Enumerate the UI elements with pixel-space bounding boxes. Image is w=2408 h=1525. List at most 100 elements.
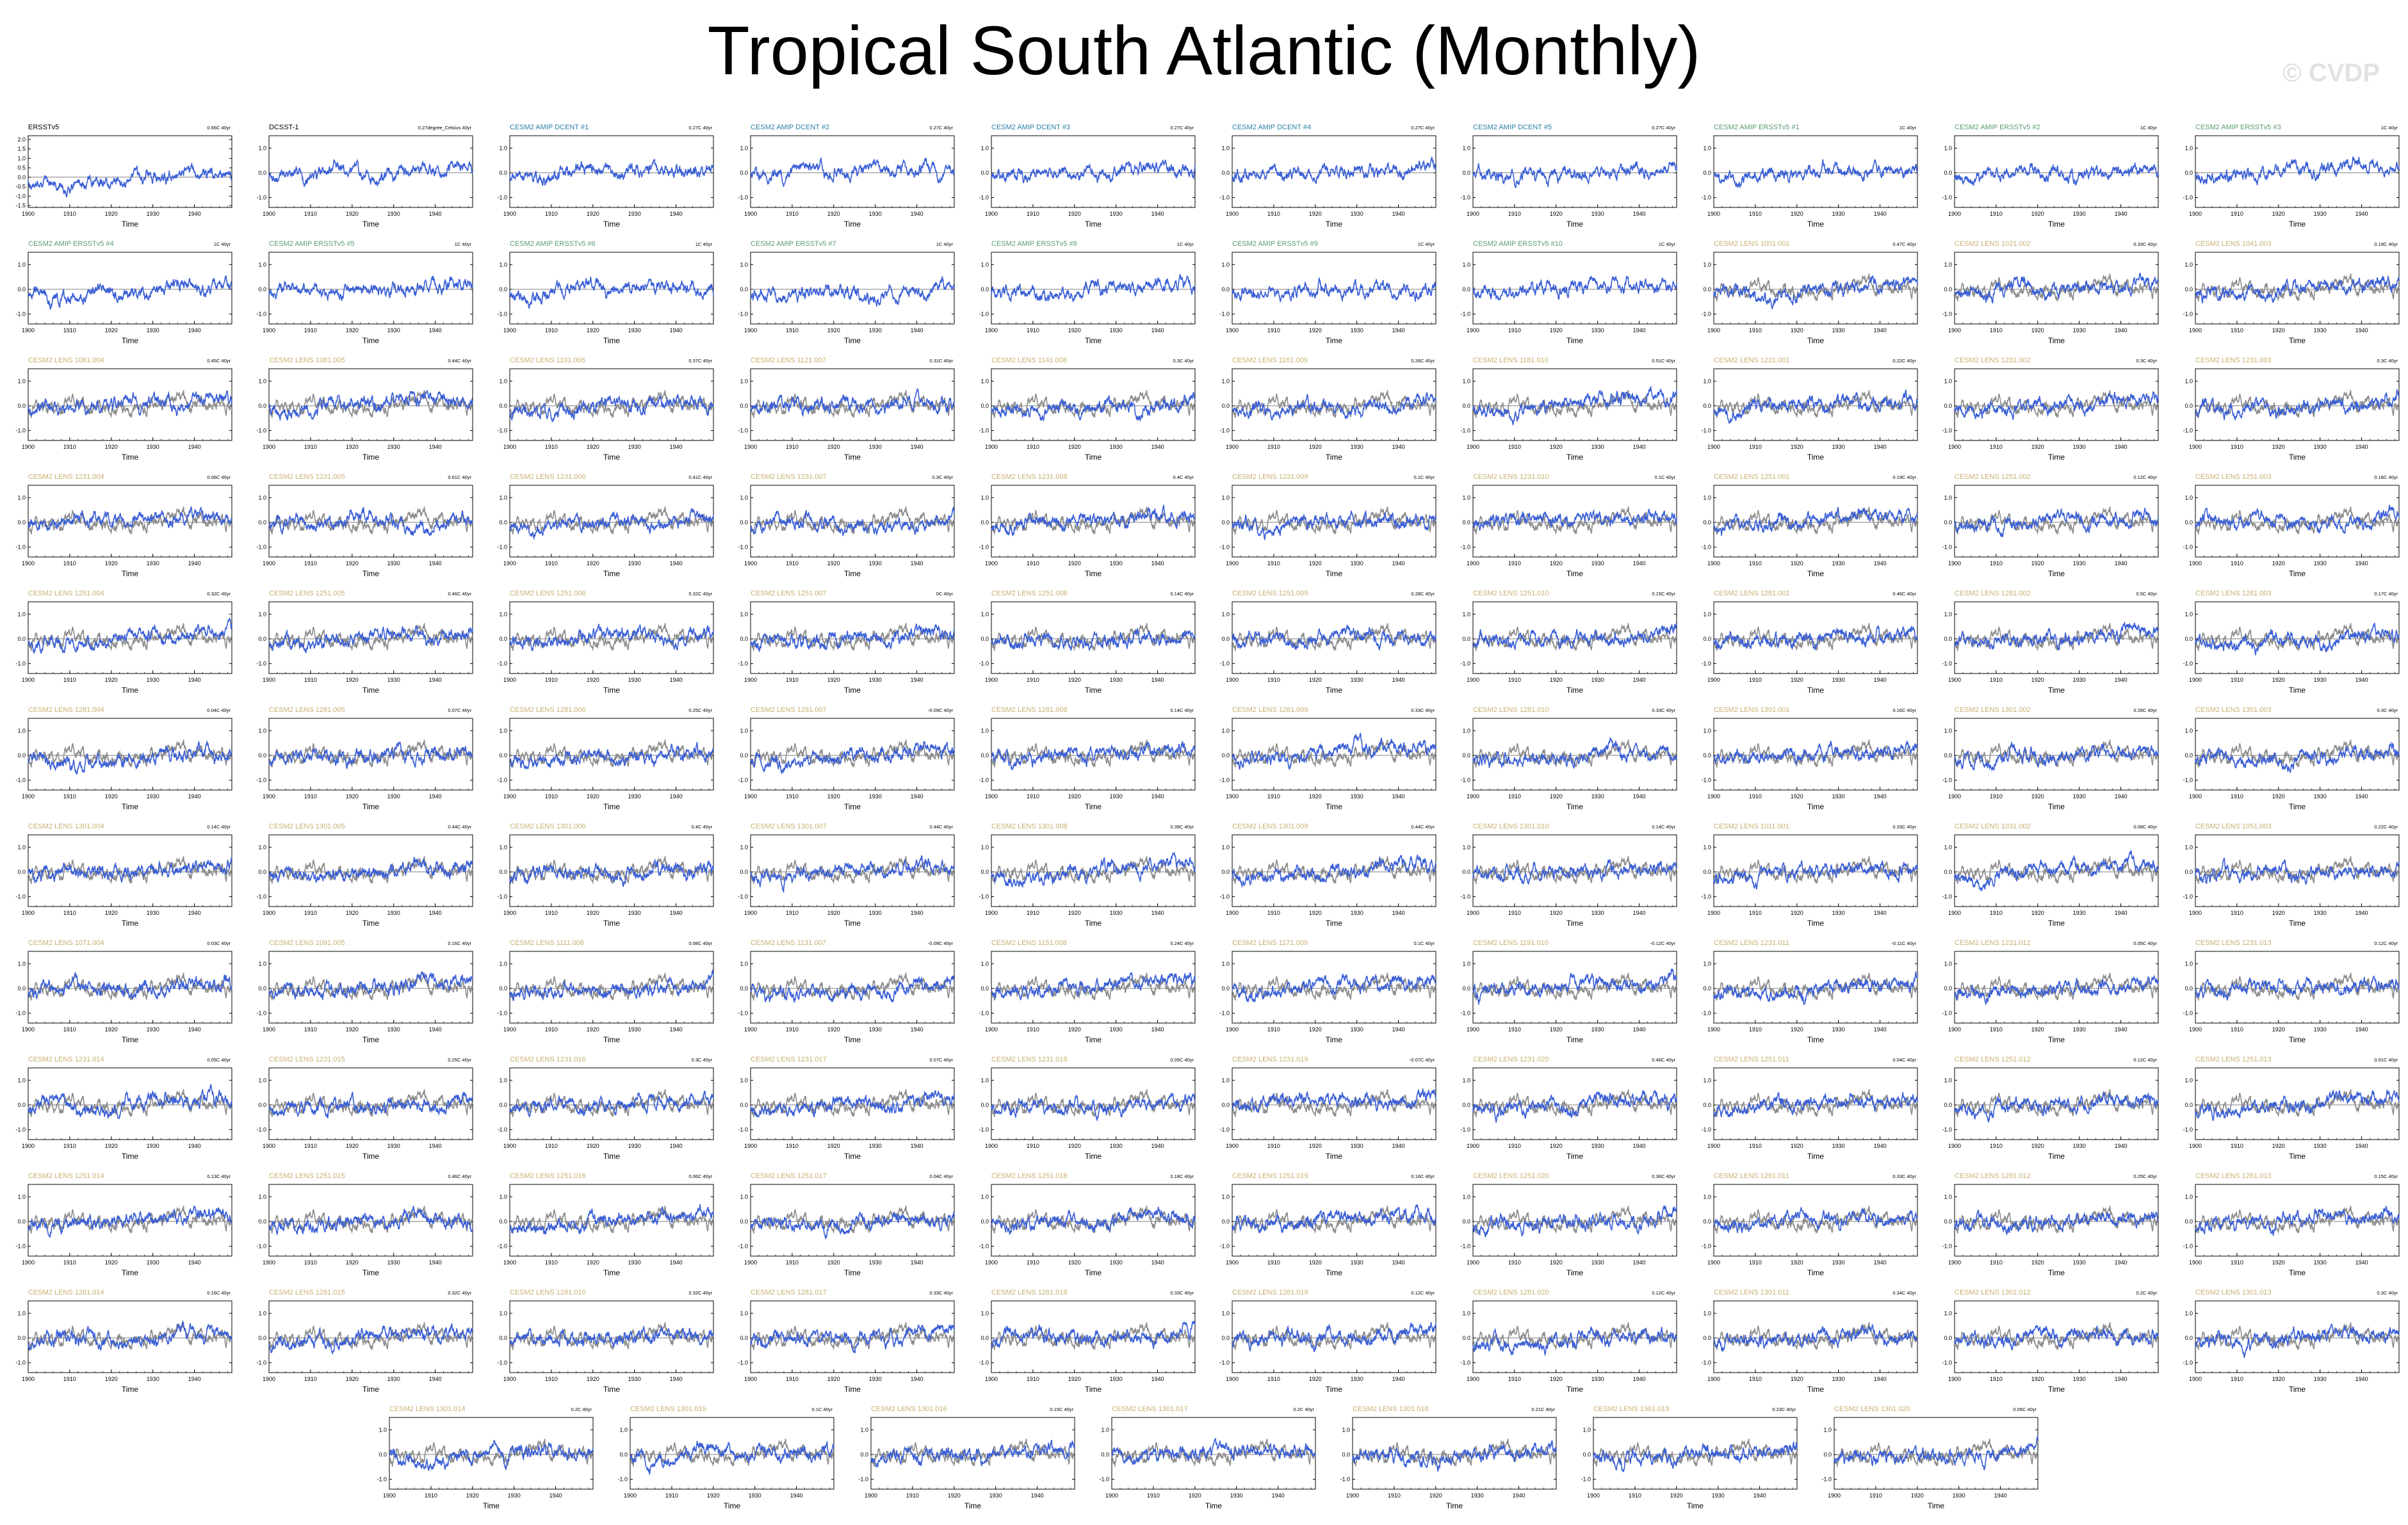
x-tick-label: 1930 [1351, 1143, 1363, 1149]
x-tick-label: 1940 [429, 1259, 442, 1266]
x-tick-label: 1900 [985, 211, 998, 217]
x-tick-label: 1940 [1874, 444, 1887, 450]
panel-title: CESM2 LENS 1231.011 [1714, 939, 1789, 947]
x-tick-label: 1920 [1068, 1026, 1081, 1033]
panel-trend-label: 0.3C 40yr [691, 1057, 712, 1063]
x-tick-label: 1930 [2314, 211, 2327, 217]
panel: CESM2 LENS 1091.005 0.16C 40yr 1.0 0.0 -1.0 1… [256, 939, 473, 1044]
panel-trend-label: 0.3C 40yr [932, 474, 953, 480]
x-tick-label: 1910 [63, 910, 76, 916]
x-tick-label: 1920 [1791, 211, 1803, 217]
panel-frame [28, 252, 232, 325]
x-tick-label: 1920 [1309, 560, 1322, 567]
y-tick-label: -1.0 [256, 311, 266, 318]
x-tick-label: 1910 [1267, 560, 1280, 567]
x-tick-label: 1930 [147, 793, 159, 800]
y-tick-label: 0.0 [2184, 286, 2193, 293]
x-tick-label: 1910 [63, 211, 76, 217]
x-tick-label: 1940 [1633, 560, 1646, 567]
panel-title: CESM2 LENS 1231.016 [510, 1056, 586, 1063]
observed-series-line [1472, 856, 1677, 885]
x-tick-label: 1930 [387, 211, 400, 217]
x-tick-label: 1940 [429, 444, 442, 450]
y-tick-label: 1.0 [980, 1193, 989, 1200]
panel: CESM2 LENS 1281.002 0.5C 40yr 1.0 0.0 -1.0 19… [1942, 590, 2159, 695]
panel-trend-label: 0.27C 40yr [1652, 125, 1675, 131]
series-line [1232, 510, 1436, 540]
y-tick-label: 1.0 [1703, 1077, 1711, 1083]
x-tick-label: 1940 [1874, 327, 1887, 334]
x-tick-label: 1940 [1151, 444, 1164, 450]
x-tick-label: 1910 [1027, 1259, 1039, 1266]
panel: CESM2 AMIP DCENT #4 0.27C 40yr 1.0 0.0 -1.0 1… [1219, 124, 1436, 229]
series-line [268, 971, 473, 1001]
x-tick-label: 1900 [1226, 327, 1239, 334]
y-tick-label: -1.0 [1942, 195, 1952, 201]
x-tick-label: 1930 [387, 793, 400, 800]
x-tick-label: 1940 [429, 1026, 442, 1033]
x-tick-label: 1920 [1791, 1143, 1803, 1149]
panel-trend-label: 0.17C 40yr [2374, 591, 2398, 597]
series-line [28, 972, 232, 1000]
x-tick-label: 1900 [1467, 1026, 1479, 1033]
y-tick-label: 0.0 [980, 1102, 989, 1108]
x-tick-label: 1940 [429, 677, 442, 683]
panel-title: CESM2 AMIP ERSSTv5 #1 [1714, 124, 1800, 131]
y-tick-label: -1.0 [497, 894, 507, 900]
x-tick-label: 1910 [304, 560, 317, 567]
y-tick-label: -1.0 [979, 1243, 989, 1250]
x-axis-label: Time [1566, 802, 1584, 811]
panel-title: CESM2 LENS 1181.010 [1473, 357, 1549, 364]
y-tick-label: 0.0 [1703, 752, 1711, 759]
x-axis-label: Time [844, 569, 861, 578]
x-tick-label: 1910 [304, 1259, 317, 1266]
x-tick-label: 1940 [2355, 444, 2368, 450]
x-tick-label: 1910 [786, 1259, 799, 1266]
y-tick-label: -1.0 [256, 428, 266, 434]
x-tick-label: 1900 [22, 793, 35, 800]
x-tick-label: 1920 [1309, 793, 1322, 800]
panel-title: CESM2 LENS 1231.014 [28, 1056, 104, 1063]
x-tick-label: 1910 [1749, 211, 1762, 217]
x-tick-label: 1900 [263, 327, 275, 334]
y-tick-label: -1.0 [15, 661, 26, 667]
x-axis-label: Time [2048, 802, 2065, 811]
x-tick-label: 1910 [1508, 327, 1521, 334]
panel: CESM2 LENS 1251.017 0.04C 40yr 1.0 0.0 -1.0 1… [738, 1172, 955, 1277]
panel-trend-label: 0.16C 40yr [1411, 1174, 1435, 1179]
x-tick-label: 1900 [1948, 211, 1961, 217]
panel-title: CESM2 AMIP ERSSTv5 #3 [2195, 124, 2281, 131]
x-tick-label: 1910 [1027, 1143, 1039, 1149]
x-tick-label: 1900 [744, 1026, 757, 1033]
panel-frame [509, 135, 714, 208]
panel-frame [1954, 135, 2159, 208]
panel-trend-label: 0.14C 40yr [1170, 707, 1194, 713]
panel-title: CESM2 LENS 1251.005 [269, 590, 345, 597]
y-tick-label: 0.0 [1462, 636, 1470, 642]
x-tick-label: 1930 [2314, 1143, 2327, 1149]
panel-trend-label: 0.03C 40yr [207, 940, 231, 946]
panel: CESM2 LENS 1281.001 0.46C 40yr 1.0 0.0 -1.0 1… [1701, 590, 1918, 695]
panel-trend-label: 0.66C 40yr [207, 125, 231, 131]
panel-trend-label: 0.16C 40yr [448, 940, 471, 946]
x-tick-label: 1930 [387, 1259, 400, 1266]
observed-series-line [28, 390, 232, 419]
x-tick-label: 1900 [1707, 677, 1720, 683]
observed-series-line [2195, 506, 2400, 535]
x-tick-label: 1920 [1309, 910, 1322, 916]
series-line [1472, 968, 1677, 1005]
x-tick-label: 1900 [22, 327, 35, 334]
y-tick-label: 0.0 [17, 636, 26, 642]
x-tick-label: 1920 [346, 1143, 359, 1149]
x-axis-label: Time [844, 453, 861, 462]
x-tick-label: 1920 [1068, 444, 1081, 450]
series-line [28, 1084, 232, 1120]
x-axis-label: Time [122, 220, 139, 229]
y-tick-label: 1.0 [1462, 844, 1470, 850]
y-tick-label: -1.0 [256, 777, 266, 784]
panel-title: CESM2 AMIP ERSSTv5 #9 [1232, 240, 1318, 248]
x-tick-label: 1910 [1990, 211, 2003, 217]
panel-title: CESM2 LENS 1301.001 [1714, 706, 1790, 714]
panel-title: CESM2 LENS 1301.004 [28, 823, 104, 830]
x-tick-label: 1900 [22, 444, 35, 450]
